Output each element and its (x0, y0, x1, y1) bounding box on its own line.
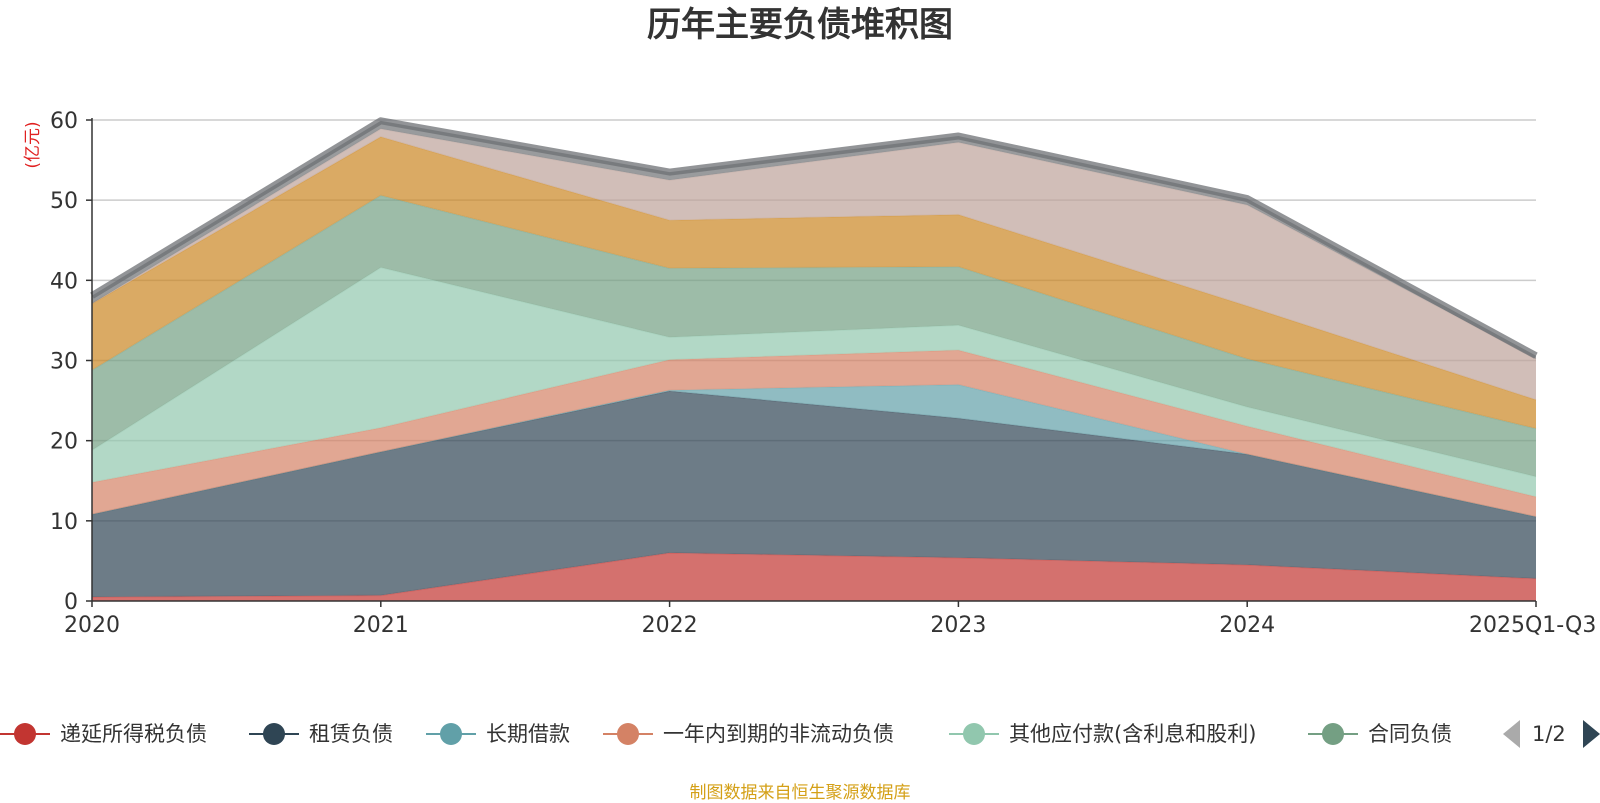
y-tick-label: 60 (50, 109, 78, 134)
y-tick-label: 50 (50, 189, 78, 214)
legend-item-1[interactable]: 递延所得税负债 (0, 722, 207, 746)
area-series-6[interactable] (92, 195, 1536, 477)
legend-item-4[interactable]: 一年内到期的非流动负债 (603, 722, 894, 746)
legend-page-indicator: 1/2 (1532, 722, 1566, 746)
axes: 0 10 20 30 40 50 60 2020 2021 2022 2023 2024 2025Q1-… (50, 109, 1596, 638)
area-series-7[interactable] (92, 136, 1536, 429)
legend-item-2[interactable]: 租赁负债 (249, 722, 393, 746)
legend-label: 合同负债 (1368, 722, 1452, 746)
legend-label: 长期借款 (486, 722, 570, 746)
legend-label: 租赁负债 (309, 722, 393, 746)
legend[interactable]: 递延所得税负债 租赁负债 长期借款 一年内到期的非流动负债 其他应付款(含利息和股利) 合… (0, 720, 1600, 748)
legend-item-6[interactable]: 合同负债 (1308, 722, 1452, 746)
legend-circle-marker (440, 723, 462, 745)
legend-circle-marker (263, 723, 285, 745)
next-page-icon[interactable] (1583, 720, 1600, 748)
x-tick-label: 2022 (642, 613, 698, 638)
legend-circle-marker (963, 723, 985, 745)
legend-circle-marker (1322, 723, 1344, 745)
x-tick-label: 2023 (930, 613, 986, 638)
y-axis-unit-label: (亿元) (23, 121, 43, 168)
area-series-4[interactable] (92, 350, 1536, 517)
legend-circle-marker (14, 723, 36, 745)
y-tick-label: 40 (50, 269, 78, 294)
legend-label: 递延所得税负债 (60, 722, 207, 746)
legend-label: 一年内到期的非流动负债 (663, 722, 894, 746)
legend-item-5[interactable]: 其他应付款(含利息和股利) (949, 722, 1256, 746)
legend-pager[interactable]: 1/2 (1503, 720, 1600, 748)
legend-item-3[interactable]: 长期借款 (426, 722, 570, 746)
y-tick-label: 20 (50, 430, 78, 455)
y-tick-label: 30 (50, 350, 78, 375)
y-tick-label: 0 (64, 590, 78, 615)
data-source-note: 制图数据来自恒生聚源数据库 (689, 783, 911, 803)
area-series-5[interactable] (92, 267, 1536, 497)
area-series-8[interactable] (92, 128, 1536, 400)
y-tick-label: 10 (50, 510, 78, 535)
area-series-9-edge (90, 117, 1538, 359)
x-tick-label: 2020 (64, 613, 120, 638)
x-tick-label: 2024 (1219, 613, 1275, 638)
legend-circle-marker (617, 723, 639, 745)
x-tick-label: 2025Q1-Q3 (1469, 613, 1596, 638)
x-tick-label: 2021 (353, 613, 409, 638)
area-series-2[interactable] (92, 391, 1536, 597)
area-series-group (90, 117, 1538, 601)
prev-page-icon[interactable] (1503, 720, 1520, 748)
area-series-1[interactable] (92, 552, 1536, 601)
chart-title: 历年主要负债堆积图 (647, 5, 953, 45)
legend-label: 其他应付款(含利息和股利) (1009, 722, 1256, 746)
